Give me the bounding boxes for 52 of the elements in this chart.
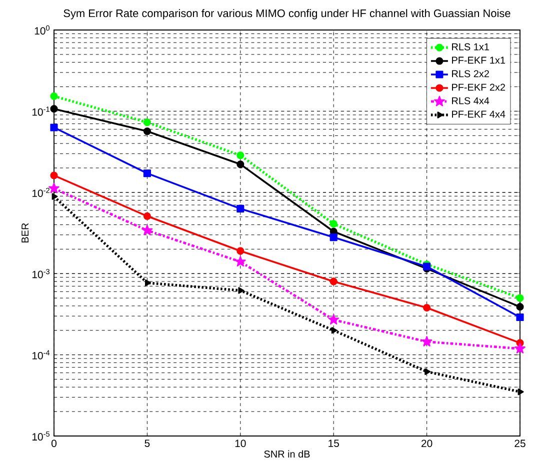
point <box>330 234 338 242</box>
y-tick-label: 10$^{-1}$ <box>32 106 50 116</box>
point <box>50 105 58 113</box>
legend-label: PF-EKF 4x4 <box>452 110 506 118</box>
point <box>330 220 338 228</box>
point <box>516 303 524 311</box>
point <box>143 169 151 178</box>
chart-title: Sym Error Rate comparison for various MIMO config under HF channel with Guassian Noise <box>64 9 510 20</box>
point <box>236 152 244 160</box>
point <box>52 193 58 200</box>
point <box>143 127 151 136</box>
x-tick-label: 25 <box>514 440 526 448</box>
x-tick-label: 20 <box>422 440 432 448</box>
x-tick-label: 5 <box>144 440 150 447</box>
legend-label: RLS 2x2 <box>452 70 489 78</box>
point <box>514 342 526 354</box>
point <box>518 388 524 396</box>
y-tick-label: 10$^{-5}$ <box>32 431 50 441</box>
legend-label: PF-EKF 2x2 <box>452 84 505 91</box>
legend-label: RLS 4x4 <box>452 97 490 104</box>
point <box>50 172 58 180</box>
point <box>143 212 151 220</box>
point <box>421 336 432 346</box>
point <box>238 287 244 294</box>
point <box>424 368 431 376</box>
point <box>423 304 431 312</box>
y-axis-title: BER <box>22 223 28 242</box>
x-tick-label: 0 <box>51 440 56 448</box>
point <box>330 278 338 286</box>
point <box>516 313 524 322</box>
point <box>236 204 244 212</box>
point <box>48 182 60 194</box>
point <box>236 160 244 168</box>
y-tick-label: 10$^{-3}$ <box>32 269 50 278</box>
y-tick-label: 10$^{-2}$ <box>32 188 50 197</box>
x-axis-title: SNR in dB <box>264 450 310 458</box>
point <box>331 327 338 334</box>
point <box>145 279 151 286</box>
point <box>516 294 524 302</box>
point <box>50 124 58 132</box>
y-tick-label: 10$^{-4}$ <box>32 350 50 360</box>
point <box>50 92 58 100</box>
legend-label: RLS 1x1 <box>452 43 489 50</box>
point <box>234 256 246 266</box>
point <box>236 247 244 255</box>
x-tick-label: 15 <box>328 440 339 447</box>
x-tick-label: 10 <box>235 440 246 448</box>
point <box>328 314 340 325</box>
legend-label: PF-EKF 1x1 <box>452 56 506 64</box>
point <box>143 118 151 126</box>
y-tick-label: 10$^{0}$ <box>34 25 50 35</box>
point <box>142 224 153 236</box>
